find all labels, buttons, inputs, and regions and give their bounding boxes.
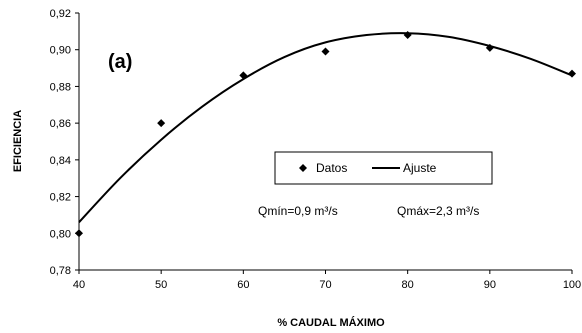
annotation-qmax: Qmáx=2,3 m³/s: [397, 204, 479, 218]
x-tick-label: 80: [402, 279, 414, 291]
y-ticks: 0,78 0,80 0,82 0,84 0,86 0,88 0,90 0,92: [50, 8, 79, 277]
x-tick-label: 100: [563, 279, 581, 291]
y-tick-label: 0,78: [50, 265, 71, 277]
datos-point: [321, 47, 330, 56]
y-tick-label: 0,86: [50, 118, 71, 130]
x-tick-label: 50: [155, 279, 167, 291]
x-tick-label: 90: [484, 279, 496, 291]
legend-datos-label: Datos: [316, 161, 347, 175]
x-ticks: 40 50 60 70 80 90 100: [73, 270, 581, 291]
x-axis-title: % CAUDAL MÁXIMO: [277, 316, 385, 329]
y-axis-title: EFICIENCIA: [12, 110, 24, 172]
legend-ajuste-label: Ajuste: [403, 161, 437, 175]
datos-point: [403, 31, 412, 40]
x-tick-label: 40: [73, 279, 85, 291]
datos-point: [568, 69, 576, 78]
y-tick-label: 0,92: [50, 8, 71, 20]
y-tick-label: 0,90: [50, 45, 71, 57]
datos-point: [485, 43, 494, 52]
datos-point: [239, 71, 248, 80]
annotation-qmin: Qmín=0,9 m³/s: [258, 204, 338, 218]
x-tick-label: 70: [319, 279, 331, 291]
datos-point: [157, 119, 166, 128]
y-tick-label: 0,88: [50, 81, 71, 93]
datos-point: [75, 229, 83, 238]
panel-label: (a): [108, 51, 132, 73]
x-tick-label: 60: [237, 279, 249, 291]
legend: Datos Ajuste: [274, 151, 493, 185]
y-tick-label: 0,80: [50, 228, 71, 240]
ajuste-curve: [78, 32, 573, 223]
y-tick-label: 0,82: [50, 192, 71, 204]
series-layer: [75, 31, 576, 238]
legend-datos-marker-icon: [299, 164, 307, 172]
axes: 40 50 60 70 80 90 100 0,78 0,80 0,82 0,84 0,86 0,88…: [50, 8, 582, 291]
y-tick-label: 0,84: [50, 155, 71, 167]
